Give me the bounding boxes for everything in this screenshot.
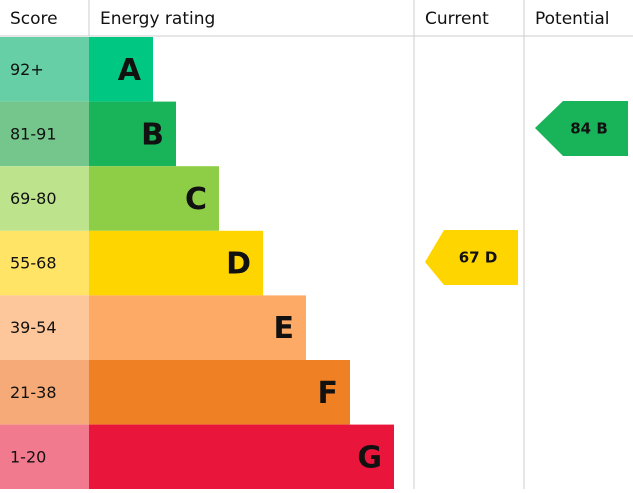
rating-bar xyxy=(89,360,350,425)
score-cell xyxy=(0,360,89,425)
rating-bar xyxy=(89,424,394,490)
rating-letter: F xyxy=(318,376,339,411)
score-cell xyxy=(0,101,89,167)
rating-bar xyxy=(89,295,306,360)
header-current: Current xyxy=(425,9,489,29)
score-cell xyxy=(0,424,89,490)
current-label: 67 D xyxy=(459,249,498,267)
score-label: 21-38 xyxy=(10,383,57,402)
score-label: 81-91 xyxy=(10,124,57,143)
rating-letter: G xyxy=(357,440,382,475)
score-cell xyxy=(0,230,89,296)
score-cell xyxy=(0,166,89,231)
score-label: 69-80 xyxy=(10,189,57,208)
rating-letter: B xyxy=(141,117,164,152)
potential-arrow xyxy=(535,101,628,156)
score-label: 39-54 xyxy=(10,318,57,337)
rating-letter: E xyxy=(274,311,295,346)
rating-letter: C xyxy=(185,182,207,217)
header-score: Score xyxy=(10,9,58,29)
score-label: 92+ xyxy=(10,60,44,79)
rating-letter: D xyxy=(226,247,251,282)
score-label: 55-68 xyxy=(10,254,57,273)
rating-letter: A xyxy=(118,53,142,88)
score-cell xyxy=(0,37,89,102)
potential-label: 84 B xyxy=(570,120,608,138)
rating-bar xyxy=(89,37,153,102)
current-arrow xyxy=(425,230,518,285)
header-rating: Energy rating xyxy=(100,9,215,29)
rating-bar xyxy=(89,230,263,296)
rating-bar xyxy=(89,101,176,167)
score-cell xyxy=(0,295,89,360)
score-label: 1-20 xyxy=(10,447,46,466)
rating-bar xyxy=(89,166,219,231)
header-potential: Potential xyxy=(535,9,609,29)
